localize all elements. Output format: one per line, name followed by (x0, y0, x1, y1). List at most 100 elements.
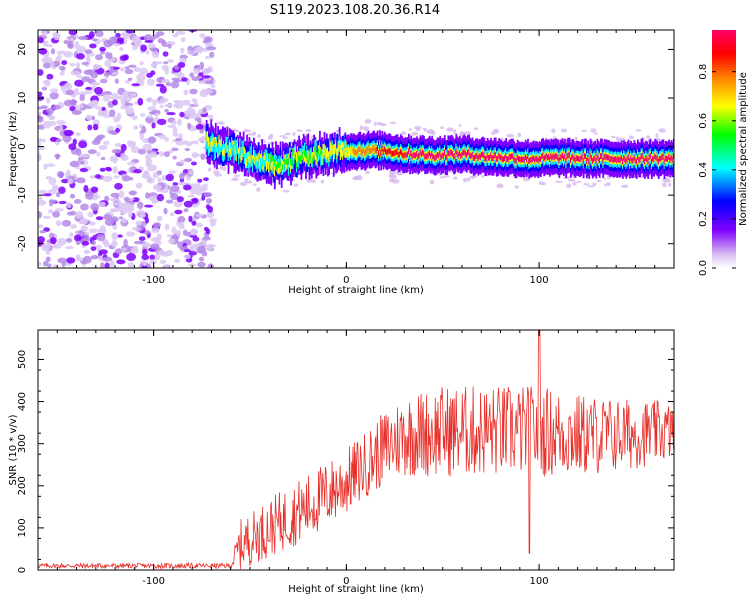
ridge-segment (214, 143, 217, 159)
ridge-segment (310, 150, 313, 161)
ridge-segment (426, 153, 429, 160)
noise-blob (137, 148, 146, 155)
noise-blob (55, 153, 60, 160)
noise-blob (305, 128, 312, 132)
noise-blob (90, 115, 96, 121)
ridge-segment (409, 153, 411, 160)
ridge-segment (568, 152, 571, 159)
ridge-segment (367, 145, 370, 151)
noise-blob (95, 54, 103, 61)
noise-blob (125, 80, 130, 84)
ridge-segment (239, 152, 241, 159)
noise-blob (552, 136, 557, 139)
ridge-segment (210, 141, 213, 152)
noise-blob (555, 180, 563, 183)
noise-blob (171, 147, 179, 152)
noise-blob (93, 64, 101, 70)
ridge-segment (246, 152, 248, 159)
ridge-segment (236, 147, 239, 154)
noise-blob (176, 196, 184, 203)
noise-blob (138, 81, 145, 86)
ridge-segment (288, 153, 291, 159)
noise-blob (151, 200, 158, 204)
noise-blob (99, 51, 106, 55)
ridge-segment (439, 150, 442, 157)
ridge-segment (287, 158, 290, 165)
ridge-segment (336, 149, 339, 155)
noise-blob (138, 236, 146, 242)
ridge-segment (605, 154, 608, 161)
ridge-segment (293, 158, 296, 165)
noise-blob (183, 89, 189, 96)
noise-blob (171, 226, 177, 234)
ridge-segment (232, 140, 235, 150)
ridge-segment (382, 149, 385, 155)
ridge-segment (381, 145, 384, 152)
noise-blob (49, 88, 59, 93)
ridge-segment (672, 153, 674, 160)
noise-blob (188, 251, 197, 256)
colorbar-gradient (712, 30, 736, 268)
noise-blob (213, 170, 220, 175)
ridge-segment (483, 152, 485, 159)
ridge-segment (230, 148, 232, 159)
ridge-segment (342, 150, 344, 160)
noise-blob (160, 97, 169, 103)
noise-blob (109, 109, 116, 118)
ridge-segment (341, 147, 343, 158)
noise-blob (49, 92, 59, 100)
noise-blob (117, 234, 123, 238)
ridge-segment (449, 149, 452, 156)
ridge-segment (301, 149, 304, 173)
noise-blob (592, 182, 597, 187)
noise-blob (155, 83, 165, 87)
noise-blob (90, 82, 101, 86)
ridge-segment (362, 147, 365, 154)
ridge-segment (356, 150, 358, 156)
ridge-segment (314, 145, 317, 152)
noise-blob (140, 113, 146, 117)
ridge-segment (495, 156, 498, 162)
ridge-segment (249, 153, 252, 164)
ridge-segment (668, 154, 670, 160)
noise-blob (109, 65, 114, 74)
ridge-segment (516, 154, 519, 161)
noise-blob (635, 129, 642, 132)
noise-blob (139, 132, 144, 140)
ridge-segment (304, 150, 306, 157)
ridge-segment (365, 149, 368, 155)
noise-blob (184, 147, 190, 152)
noise-blob (142, 143, 152, 152)
noise-blob (167, 124, 177, 128)
noise-blob (111, 71, 119, 76)
noise-blob (141, 173, 151, 180)
noise-blob (123, 196, 130, 202)
noise-blob (133, 125, 139, 130)
noise-blob (320, 179, 325, 184)
noise-blob (121, 247, 127, 252)
ridge-segment (360, 149, 363, 156)
ridge-segment (270, 160, 273, 170)
ridge-segment (223, 145, 225, 156)
ridge-segment (299, 156, 302, 162)
ridge-segment (294, 148, 297, 172)
ridge-segment (308, 157, 311, 168)
ridge-segment (341, 142, 343, 148)
noise-blob (184, 157, 193, 163)
noise-blob (163, 207, 168, 215)
ridge-segment (569, 157, 572, 163)
noise-blob (104, 60, 112, 67)
ridge-segment (472, 155, 475, 161)
ridge-segment (271, 161, 274, 172)
ridge-segment (484, 155, 487, 162)
noise-blob (95, 216, 104, 221)
noise-blob (180, 37, 186, 43)
noise-blob (83, 184, 89, 193)
ridge-segment (271, 155, 274, 161)
ridge-segment (332, 156, 335, 162)
ridge-segment (319, 147, 321, 157)
noise-blob (109, 197, 119, 202)
colorbar-ticks: 0.0 0.2 0.4 0.6 0.8 (698, 64, 736, 276)
noise-blob (583, 183, 590, 186)
noise-blob (257, 134, 261, 138)
